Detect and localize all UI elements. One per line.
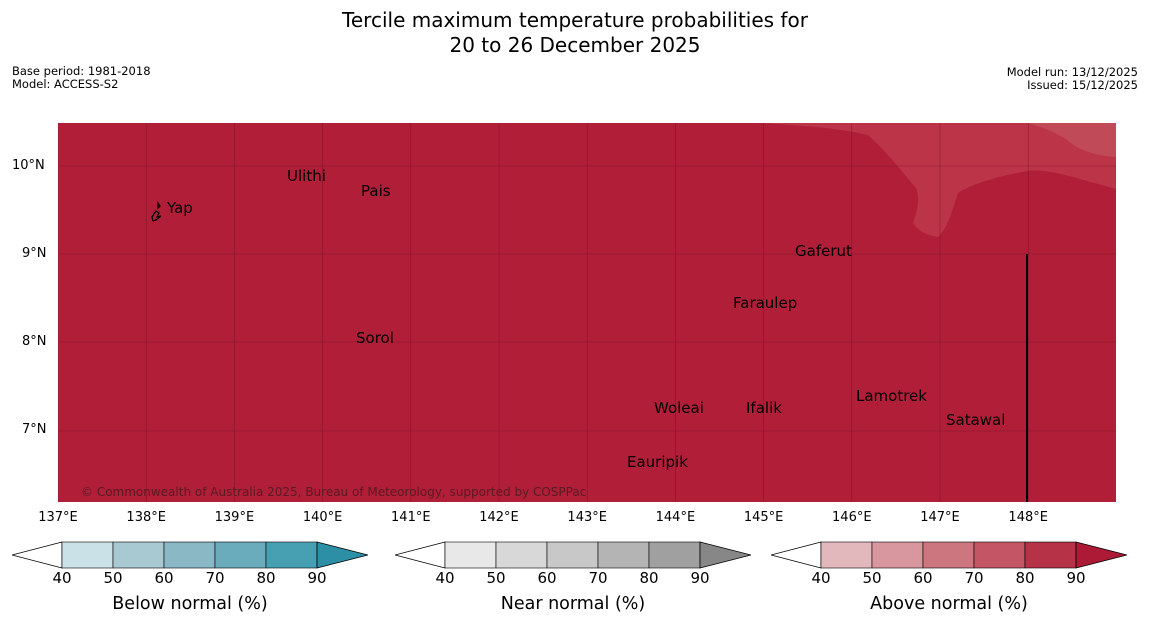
- colorbar-tick-label: 60: [913, 569, 933, 587]
- colorbar-tick-label: 50: [103, 569, 123, 587]
- colorbar-tick-label: 90: [307, 569, 327, 587]
- colorbar-tick-label: 90: [1066, 569, 1086, 587]
- colorbar-extend-min: [395, 541, 446, 569]
- title-line-2: 20 to 26 December 2025: [449, 33, 701, 57]
- colorbar-tick-label: 70: [964, 569, 984, 587]
- colorbar-segment: [973, 541, 1026, 569]
- lon-label: 140°E: [302, 510, 343, 525]
- place-ifalik: Ifalik: [746, 399, 782, 417]
- base-period: Base period: 1981-2018: [12, 64, 151, 78]
- lon-label: 145°E: [743, 510, 784, 525]
- yap-island-icon: [151, 201, 162, 222]
- colorbar-segment: [495, 541, 548, 569]
- legend-title-near: Near normal (%): [500, 594, 646, 614]
- lon-label: 146°E: [832, 510, 872, 525]
- lat-label-9n: 9°N: [22, 246, 47, 261]
- colorbar-extend-max: [1075, 541, 1127, 569]
- lat-label-10n: 10°N: [12, 158, 45, 173]
- map-canvas: [58, 123, 1116, 502]
- place-lamotrek: Lamotrek: [856, 387, 927, 405]
- place-eauripik: Eauripik: [627, 453, 688, 471]
- lon-label: 137°E: [38, 510, 78, 525]
- colorbar-extend-max: [316, 541, 368, 569]
- colorbar-tick-label: 60: [537, 569, 557, 587]
- legend-title-below: Below normal (%): [112, 594, 268, 614]
- lon-label: 138°E: [126, 510, 166, 525]
- colorbar-segment: [820, 541, 873, 569]
- colorbar-segment: [597, 541, 650, 569]
- graticule: [58, 123, 1116, 502]
- colorbar-extend-max: [699, 541, 751, 569]
- copyright-notice: © Commonwealth of Australia 2025, Bureau…: [81, 485, 587, 499]
- place-pais: Pais: [361, 182, 391, 200]
- lat-label-7n: 7°N: [22, 422, 47, 437]
- model-name: Model: ACCESS-S2: [12, 77, 119, 91]
- place-yap: Yap: [167, 199, 193, 217]
- probability-contour-90: [1028, 123, 1116, 157]
- colorbar-segment: [648, 541, 701, 569]
- colorbar-segment: [546, 541, 599, 569]
- colorbar-tick-label: 80: [639, 569, 659, 587]
- colorbar-near-normal: [395, 541, 751, 569]
- colorbar-segment: [444, 541, 497, 569]
- meta-left: Base period: 1981-2018 Model: ACCESS-S2: [12, 65, 151, 91]
- colorbar-tick-label: 40: [52, 569, 72, 587]
- colorbar-tick-label: 40: [435, 569, 455, 587]
- colorbar-segment: [163, 541, 216, 569]
- colorbar-segment: [1024, 541, 1077, 569]
- place-sorol: Sorol: [356, 329, 394, 347]
- lon-label: 142°E: [479, 510, 519, 525]
- model-run: Model run: 13/12/2025: [1006, 65, 1138, 79]
- issued-date: Issued: 15/12/2025: [1027, 78, 1138, 92]
- colorbar-tick-label: 70: [588, 569, 608, 587]
- colorbar-tick-label: 60: [154, 569, 174, 587]
- lon-label: 144°E: [655, 510, 696, 525]
- colorbar-tick-label: 90: [690, 569, 710, 587]
- title-line-1: Tercile maximum temperature probabilitie…: [342, 8, 808, 32]
- place-satawal: Satawal: [946, 411, 1006, 429]
- colorbar-segment: [61, 541, 114, 569]
- lat-label-8n: 8°N: [22, 334, 47, 349]
- lon-label: 141°E: [391, 510, 431, 525]
- map-area[interactable]: [58, 123, 1116, 502]
- colorbar-tick-label: 80: [256, 569, 276, 587]
- lon-label: 143°E: [567, 510, 607, 525]
- probability-contour-80: [758, 123, 1116, 237]
- lon-label: 147°E: [920, 510, 960, 525]
- colorbar-segment: [265, 541, 318, 569]
- place-woleai: Woleai: [654, 399, 704, 417]
- meta-right: Model run: 13/12/2025 Issued: 15/12/2025: [1007, 66, 1138, 92]
- place-ulithi: Ulithi: [287, 167, 326, 185]
- map-title: Tercile maximum temperature probabilitie…: [0, 8, 1150, 58]
- colorbar-tick-label: 80: [1015, 569, 1035, 587]
- colorbar-segment: [871, 541, 924, 569]
- colorbar-extend-min: [12, 541, 63, 569]
- colorbar-tick-label: 70: [205, 569, 225, 587]
- colorbar-segment: [922, 541, 975, 569]
- colorbar-segment: [214, 541, 267, 569]
- colorbar-tick-label: 50: [486, 569, 506, 587]
- place-gaferut: Gaferut: [795, 242, 852, 260]
- colorbar-above-normal: [771, 541, 1127, 569]
- colorbar-tick-label: 50: [862, 569, 882, 587]
- colorbar-extend-min: [771, 541, 822, 569]
- lon-label: 148°E: [1008, 510, 1048, 525]
- colorbar-segment: [112, 541, 165, 569]
- place-faraulep: Faraulep: [733, 294, 798, 312]
- lon-label: 139°E: [214, 510, 255, 525]
- legend-title-above: Above normal (%): [870, 594, 1028, 614]
- colorbar-below-normal: [12, 541, 368, 569]
- colorbar-tick-label: 40: [811, 569, 831, 587]
